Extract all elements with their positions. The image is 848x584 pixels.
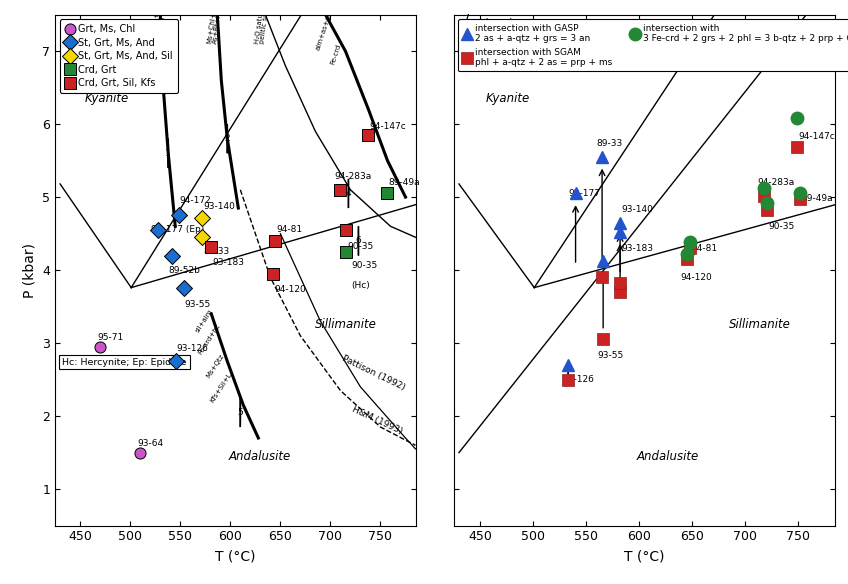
Text: 93-64: 93-64 bbox=[137, 439, 164, 449]
Text: Kyanite: Kyanite bbox=[485, 92, 530, 105]
Text: (Hc): (Hc) bbox=[351, 281, 371, 290]
Text: sil+alm: sil+alm bbox=[194, 308, 214, 333]
Text: pelitic solidus: pelitic solidus bbox=[259, 0, 271, 44]
Text: Ms+Qtz: Ms+Qtz bbox=[205, 353, 226, 379]
Text: 93-183: 93-183 bbox=[212, 258, 244, 267]
Text: 89-49a: 89-49a bbox=[801, 194, 833, 203]
Text: 93-177 (Ep): 93-177 (Ep) bbox=[152, 225, 204, 234]
Text: 94-283a: 94-283a bbox=[757, 178, 795, 187]
Text: St+Bt+H₂O: St+Bt+H₂O bbox=[155, 4, 167, 44]
Text: 2: 2 bbox=[225, 134, 230, 143]
Text: 94-81: 94-81 bbox=[691, 244, 717, 253]
Text: 94-81: 94-81 bbox=[276, 225, 302, 234]
Y-axis label: P (kbar): P (kbar) bbox=[23, 242, 36, 298]
Text: 93-55: 93-55 bbox=[185, 300, 211, 309]
Text: 4: 4 bbox=[346, 189, 351, 198]
Text: Pattison (1992): Pattison (1992) bbox=[340, 354, 406, 392]
Text: Andalusite: Andalusite bbox=[637, 450, 700, 463]
Text: H₂O saturated: H₂O saturated bbox=[254, 0, 267, 44]
Text: Fe-crd+hc: Fe-crd+hc bbox=[197, 322, 221, 355]
Text: 94-147c: 94-147c bbox=[798, 132, 835, 141]
Text: alm+as+qtz+H₂O: alm+as+qtz+H₂O bbox=[315, 0, 340, 51]
Text: Ms+Chl+Qtz+St: Ms+Chl+Qtz+St bbox=[206, 0, 220, 44]
Text: H&M (1993): H&M (1993) bbox=[350, 405, 404, 436]
Text: phl + alm = ann + prp: phl + alm = ann + prp bbox=[473, 18, 586, 27]
Text: 93-126: 93-126 bbox=[176, 344, 209, 353]
Text: 93-55: 93-55 bbox=[597, 351, 623, 360]
Text: Kfs+Sil+L: Kfs+Sil+L bbox=[209, 371, 233, 404]
Text: 6: 6 bbox=[355, 237, 361, 245]
Text: 93-126: 93-126 bbox=[562, 375, 594, 384]
Text: Sillimanite: Sillimanite bbox=[315, 318, 377, 332]
Text: Andalusite: Andalusite bbox=[228, 450, 291, 463]
Text: 93-140: 93-140 bbox=[622, 205, 653, 214]
Text: /: / bbox=[465, 13, 470, 29]
Text: 89-33: 89-33 bbox=[204, 248, 230, 256]
X-axis label: T (°C): T (°C) bbox=[624, 549, 665, 563]
Text: Kyanite: Kyanite bbox=[85, 92, 130, 105]
Text: As+Bt+H₂O: As+Bt+H₂O bbox=[213, 2, 224, 44]
Text: 94-147c: 94-147c bbox=[369, 122, 406, 131]
Text: 93-177: 93-177 bbox=[568, 189, 600, 198]
Text: 94-120: 94-120 bbox=[274, 286, 306, 294]
Text: Hc: Hercynite; Ep: Epidote: Hc: Hercynite; Ep: Epidote bbox=[63, 357, 187, 367]
Text: 1: 1 bbox=[165, 149, 171, 158]
Text: 89-49a: 89-49a bbox=[388, 178, 420, 187]
Text: 94-120: 94-120 bbox=[680, 273, 712, 282]
Text: 90-35: 90-35 bbox=[351, 261, 377, 270]
Text: 90-35: 90-35 bbox=[347, 242, 373, 251]
Text: 94-283a: 94-283a bbox=[334, 172, 371, 181]
Text: 89-33: 89-33 bbox=[596, 140, 622, 148]
Text: 95-71: 95-71 bbox=[98, 333, 124, 342]
Text: Sillimanite: Sillimanite bbox=[729, 318, 791, 332]
Text: 93-140: 93-140 bbox=[204, 202, 235, 211]
X-axis label: T (°C): T (°C) bbox=[215, 549, 255, 563]
Legend: Grt, Ms, Chl, St, Grt, Ms, And, St, Grt, Ms, And, Sil, Crd, Grt, Crd, Grt, Sil, : Grt, Ms, Chl, St, Grt, Ms, And, St, Grt,… bbox=[60, 19, 178, 93]
Text: 90-35: 90-35 bbox=[768, 222, 795, 231]
Text: 94-172: 94-172 bbox=[180, 196, 211, 205]
Text: Fe-crd: Fe-crd bbox=[329, 44, 342, 66]
Legend: intersection with GASP
2 as + a-qtz + grs = 3 an, intersection with SGAM
phl + a: intersection with GASP 2 as + a-qtz + gr… bbox=[458, 19, 848, 71]
Text: 93-183: 93-183 bbox=[622, 244, 653, 253]
Text: Ms+Chl+Grt+Qtz: Ms+Chl+Grt+Qtz bbox=[149, 0, 164, 44]
Text: 5: 5 bbox=[237, 408, 243, 417]
Text: 89-52b: 89-52b bbox=[168, 266, 200, 274]
